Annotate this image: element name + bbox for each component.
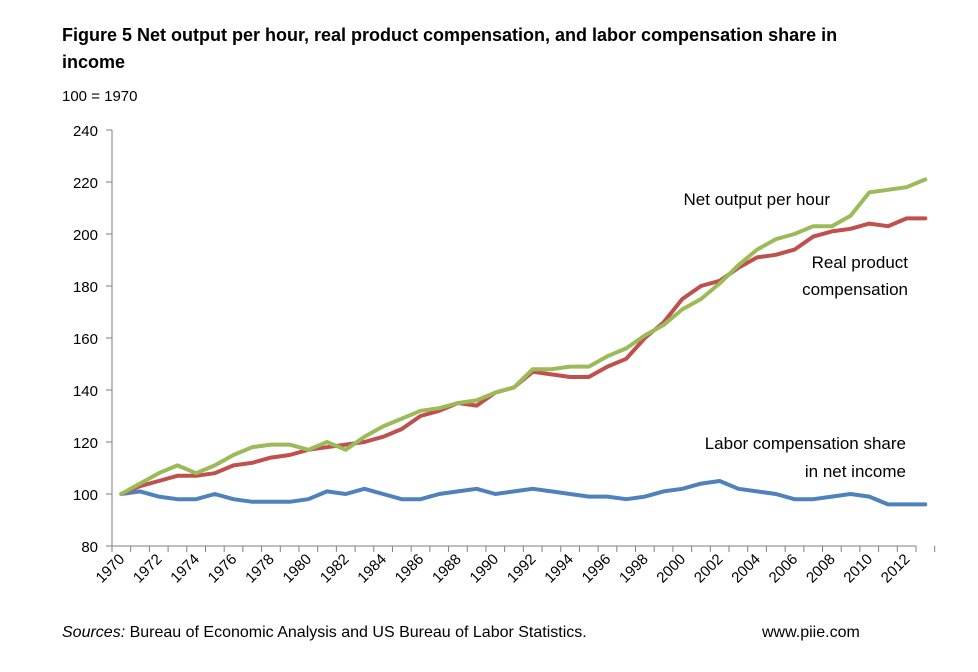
y-tick-label: 140: [73, 383, 98, 400]
x-tick-label: 1996: [579, 551, 615, 587]
series-lines: [119, 177, 928, 507]
y-tick-label: 240: [73, 123, 98, 140]
x-tick-label: 1994: [541, 551, 577, 587]
y-tick-label: 80: [81, 539, 98, 556]
x-tick-label: 1998: [616, 551, 652, 587]
x-tick-label: 1972: [130, 551, 166, 587]
x-tick-label: 1976: [205, 551, 241, 587]
annotation-real-product-line2: compensation: [802, 280, 908, 299]
y-tick-label: 100: [73, 487, 98, 504]
x-tick-label: 2002: [691, 551, 727, 587]
x-tick-label: 1970: [93, 551, 129, 587]
sources-note: Sources: Bureau of Economic Analysis and…: [62, 624, 587, 642]
x-axis: 1970 1972 1974 1976 1978 1980 1982 1984 1986 1988…: [93, 545, 936, 587]
index-base-label: 100 = 1970: [62, 88, 138, 105]
x-tick-label: 1978: [242, 551, 278, 587]
annotation-labor-share-line1: Labor compensation share: [705, 434, 906, 453]
annotation-labor-share-line2: in net income: [805, 462, 906, 481]
series-annotations: Net output per hour Real product compens…: [684, 190, 909, 481]
y-tick-label: 220: [73, 175, 98, 192]
y-tick-label: 160: [73, 331, 98, 348]
x-tick-label: 2008: [803, 551, 839, 587]
x-tick-label: 2012: [878, 551, 914, 587]
x-tick-label: 2006: [766, 551, 802, 587]
x-tick-label: 2000: [653, 551, 689, 587]
x-tick-label: 2010: [840, 551, 876, 587]
x-tick-label: 1986: [392, 551, 428, 587]
sources-label: Sources:: [62, 624, 126, 641]
y-tick-label: 200: [73, 227, 98, 244]
x-tick-label: 2004: [728, 551, 764, 587]
x-tick-label: 1982: [317, 551, 353, 587]
x-tick-label: 1992: [504, 551, 540, 587]
annotation-real-product-line1: Real product: [812, 253, 909, 272]
y-axis: 80 100 120 140 160 180 200 220 240: [73, 123, 113, 556]
y-tick-label: 120: [73, 435, 98, 452]
series-net-output-line: [119, 177, 928, 496]
x-tick-label: 1988: [429, 551, 465, 587]
annotation-net-output: Net output per hour: [684, 190, 831, 209]
x-tick-label: 1974: [167, 551, 203, 587]
x-tick-label: 1984: [354, 551, 390, 587]
y-tick-label: 180: [73, 279, 98, 296]
chart-title: Figure 5 Net output per hour, real produ…: [62, 25, 838, 72]
sources-text: Bureau of Economic Analysis and US Burea…: [125, 624, 587, 641]
x-tick-label: 1990: [467, 551, 503, 587]
x-tick-label: 1980: [280, 551, 316, 587]
website-label: www.piie.com: [762, 624, 860, 641]
series-labor-share-line: [119, 479, 928, 507]
